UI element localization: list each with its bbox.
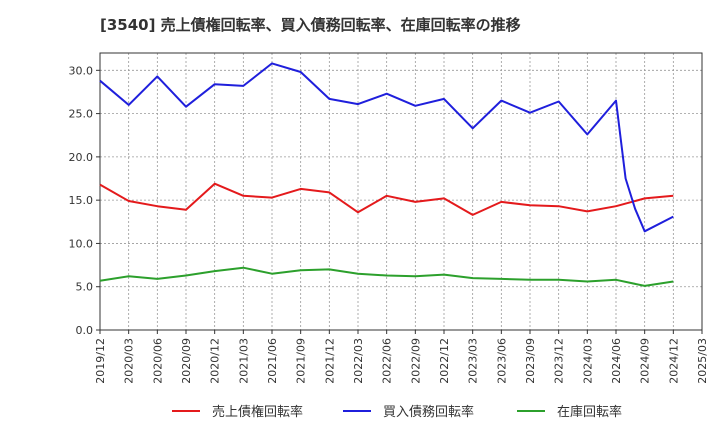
x-tick-label: 2021/12 [323,338,336,384]
x-tick-label: 2022/12 [438,338,451,384]
legend-label-1: 売上債権回転率 [212,404,303,420]
x-tick-label: 2020/12 [209,338,222,384]
x-tick-label: 2021/09 [295,338,308,384]
x-tick-label: 2023/06 [495,338,508,384]
x-tick-label: 2019/12 [94,338,107,384]
plot-frame [99,52,703,331]
y-tick-label: 15.0 [69,194,94,207]
y-tick-label: 5.0 [76,281,94,294]
plot-area: 0.0 5.0 10.0 15.0 20.0 25.0 30.0 2019/12 2020/03… [69,52,709,384]
y-tick-label: 0.0 [76,324,94,337]
y-tick-label: 25.0 [69,108,94,121]
chart-title: [3540] 売上債権回転率、買入債務回転率、在庫回転率の推移 [100,16,521,34]
x-tick-label: 2024/06 [610,338,623,384]
x-tick-label: 2021/06 [266,338,279,384]
series-line-2 [99,62,674,233]
x-tick-label: 2020/06 [151,338,164,384]
x-tick-label: 2024/09 [639,338,652,384]
x-tick-label: 2024/12 [667,338,680,384]
x-tick-label: 2022/06 [381,338,394,384]
legend-label-2: 買入債務回転率 [383,404,474,420]
series-line-3 [99,266,674,287]
x-tick-label: 2022/03 [352,338,365,384]
x-tick-label: 2023/09 [524,338,537,384]
x-tick-label: 2020/03 [123,338,136,384]
x-tick-label: 2024/03 [581,338,594,384]
x-tick-label: 2021/03 [237,338,250,384]
legend-label-3: 在庫回転率 [557,404,622,420]
x-tick-label: 2023/12 [553,338,566,384]
y-tick-label: 10.0 [69,237,94,250]
x-tick-label: 2025/03 [696,338,709,384]
x-tick-label: 2022/09 [409,338,422,384]
x-tick-label: 2020/09 [180,338,193,384]
legend: 売上債権回転率 買入債務回転率 在庫回転率 [172,404,622,420]
y-tick-label: 30.0 [69,64,94,77]
series-line-1 [99,182,674,216]
y-tick-label: 20.0 [69,151,94,164]
x-tick-label: 2023/03 [467,338,480,384]
